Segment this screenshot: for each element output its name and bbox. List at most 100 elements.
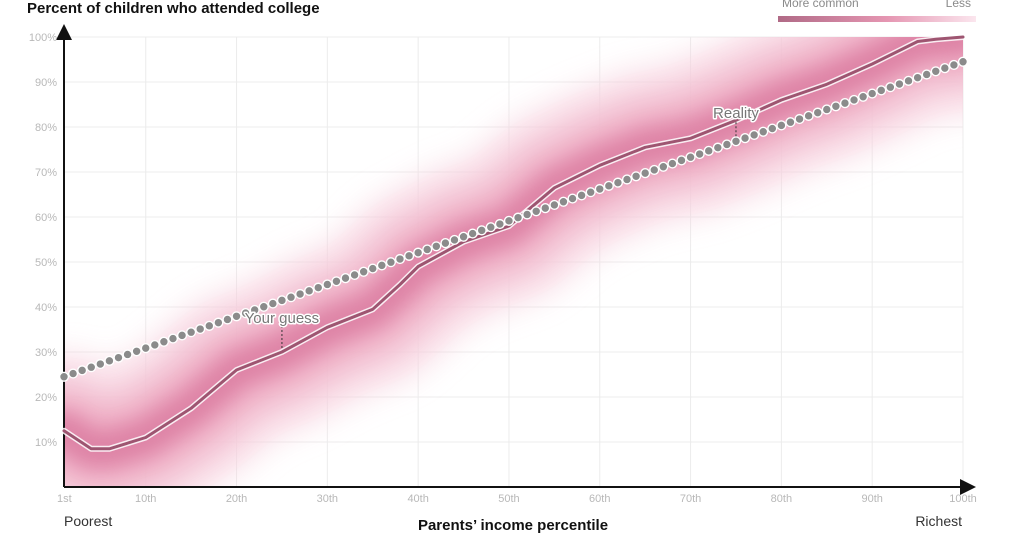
- guess-dot-76: [739, 133, 751, 144]
- guess-dot-48: [485, 222, 496, 233]
- guess-dot-57: [567, 193, 578, 204]
- annotation-your-guess: Your guess: [245, 310, 320, 327]
- x-tick-label-7: 70th: [680, 493, 701, 505]
- guess-dot-86: [830, 101, 841, 112]
- guess-dot-73: [712, 142, 723, 153]
- guess-dot-39: [403, 250, 415, 261]
- guess-dot-37: [385, 257, 397, 268]
- guess-dot-64: [630, 171, 642, 182]
- x-tick-label-10: 100th: [949, 493, 977, 505]
- guess-dot-71: [694, 148, 705, 160]
- guess-dot-67: [658, 161, 669, 172]
- legend-less-label: Less: [945, 0, 971, 10]
- guess-dot-50: [503, 215, 515, 226]
- tick-labels: 10% 20% 30% 40% 50% 60% 70% 80% 90% 100% 1st 10th 20…: [29, 32, 977, 505]
- guess-dot-95: [912, 72, 923, 83]
- guess-dot-43: [440, 238, 451, 249]
- guess-dot-18: [213, 317, 224, 328]
- guess-dot-24: [267, 298, 278, 309]
- annotation-reality: Reality: [713, 105, 759, 122]
- guess-dot-32: [340, 273, 351, 284]
- guess-dot-69: [676, 155, 687, 166]
- x-tick-label-9: 90th: [861, 493, 882, 505]
- guess-dot-74: [721, 139, 732, 150]
- guess-dot-79: [767, 123, 778, 134]
- guess-dot-21: [240, 308, 251, 319]
- guess-dot-11: [149, 339, 160, 351]
- guess-dot-81: [785, 117, 796, 128]
- guess-dot-16: [195, 323, 206, 335]
- guess-dot-52: [522, 209, 533, 220]
- guess-dot-40: [413, 247, 424, 258]
- guess-dot-56: [558, 196, 569, 207]
- guess-dot-51: [512, 212, 524, 223]
- guess-dot-10: [140, 343, 151, 354]
- guess-dot-6: [104, 355, 115, 366]
- guess-dot-92: [885, 82, 896, 93]
- guess-dot-60: [594, 183, 605, 195]
- y-tick-label-6: 70%: [35, 167, 57, 179]
- guess-dot-19: [222, 314, 233, 325]
- guess-dot-23: [258, 301, 269, 312]
- guess-dot-94: [903, 75, 914, 86]
- guess-dot-99: [948, 59, 960, 71]
- guess-dot-49: [494, 218, 505, 230]
- guess-dot-89: [858, 91, 869, 102]
- guess-dot-68: [667, 158, 678, 169]
- axes: [56, 24, 976, 495]
- guess-dot-98: [939, 63, 950, 74]
- guess-dot-47: [476, 225, 487, 236]
- guess-dot-58: [576, 190, 587, 201]
- x-end-label-richest: Richest: [915, 513, 962, 529]
- guess-dot-61: [603, 180, 614, 191]
- guess-dot-78: [758, 126, 769, 137]
- guess-dot-75: [730, 136, 742, 147]
- x-tick-label-5: 50th: [498, 493, 519, 505]
- guess-dot-13: [167, 333, 179, 344]
- y-tick-label-2: 30%: [35, 347, 57, 359]
- x-tick-label-2: 20th: [226, 493, 247, 505]
- guess-dot-42: [431, 241, 442, 252]
- y-tick-label-4: 50%: [35, 257, 57, 269]
- y-tick-label-7: 80%: [35, 122, 57, 134]
- y-tick-label-5: 60%: [35, 212, 57, 224]
- density-legend: More common Less: [778, 0, 976, 26]
- guess-dot-87: [839, 98, 851, 109]
- x-tick-label-0: 1st: [57, 493, 72, 505]
- legend-more-common-label: More common: [782, 0, 859, 10]
- guess-dot-28: [304, 285, 315, 296]
- guess-dot-4: [86, 362, 97, 373]
- guess-dot-12: [158, 336, 169, 347]
- guess-dot-53: [531, 206, 542, 217]
- guess-dot-5: [95, 358, 106, 370]
- guess-dot-17: [204, 320, 215, 331]
- guess-dot-85: [821, 104, 832, 115]
- guess-dot-59: [585, 187, 596, 198]
- guess-dot-83: [803, 110, 814, 121]
- guess-dot-44: [449, 234, 460, 246]
- guess-dot-63: [621, 174, 633, 185]
- guess-dot-93: [894, 78, 905, 90]
- guess-dot-27: [295, 288, 306, 300]
- annotations: Reality Your guess: [243, 104, 761, 349]
- guess-dot-97: [930, 66, 941, 77]
- guess-dot-20: [231, 311, 242, 322]
- guess-dot-8: [122, 349, 133, 360]
- guess-dot-9: [131, 346, 142, 357]
- guess-dot-46: [467, 228, 478, 239]
- guess-dot-38: [394, 253, 406, 265]
- y-tick-label-0: 10%: [35, 437, 57, 449]
- guess-dot-45: [458, 231, 469, 242]
- x-end-label-poorest: Poorest: [64, 513, 113, 529]
- guess-dot-7: [113, 352, 124, 363]
- guess-dot-1: [58, 371, 70, 382]
- x-tick-label-8: 80th: [771, 493, 792, 505]
- guess-dot-15: [186, 327, 197, 338]
- guess-dot-65: [640, 168, 651, 179]
- guess-dot-36: [376, 260, 387, 271]
- guess-dot-91: [876, 85, 887, 96]
- guess-dot-82: [794, 113, 805, 125]
- guess-dot-35: [367, 263, 378, 274]
- series: [58, 34, 969, 452]
- guess-dot-33: [349, 269, 360, 281]
